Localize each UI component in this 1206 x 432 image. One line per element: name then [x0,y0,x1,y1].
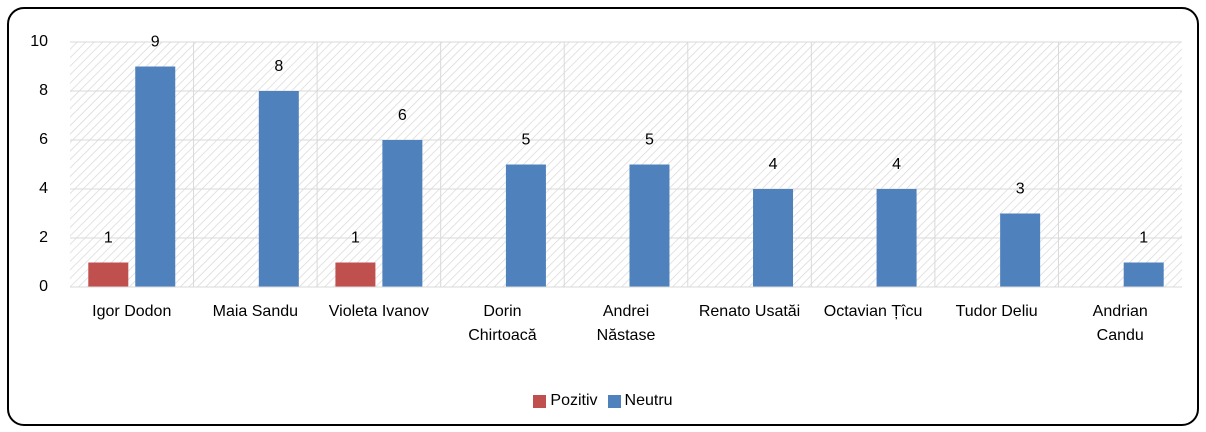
x-tick-label: Dorin Chirtoacă [468,303,537,344]
data-label: 4 [769,156,778,173]
data-label: 1 [104,230,113,247]
x-tick-label: Octavian Țîcu [823,303,923,320]
x-tick-label: Violeta Ivanov [328,303,429,320]
y-tick-label: 8 [39,82,48,99]
data-label: 5 [645,132,654,149]
bar [629,164,670,287]
x-tick-label: Igor Dodon [92,303,172,320]
y-tick-label: 6 [39,131,48,148]
data-label: 9 [151,34,160,51]
bar [753,189,794,287]
legend-label: Neutru [624,392,673,409]
y-tick-label: 10 [30,33,48,50]
x-tick-label: Renato Usatăi [698,303,801,320]
plot-area [70,42,1182,287]
bar [335,262,376,287]
data-label: 8 [274,58,283,75]
bar [258,91,299,287]
y-tick-label: 4 [39,180,48,197]
legend-swatch [533,394,547,408]
bar [382,140,423,287]
x-tick-label: Tudor Deliu [955,303,1038,320]
legend-item: Pozitiv [533,392,598,410]
y-tick-label: 0 [39,278,48,295]
data-label: 4 [892,156,901,173]
data-label: 1 [351,230,360,247]
data-label: 6 [398,107,407,124]
bar [88,262,129,287]
x-tick-label: Andrei Năstase [596,303,656,344]
data-label: 1 [1139,230,1148,247]
legend-item: Neutru [607,392,673,410]
x-tick-label: Maia Sandu [212,303,299,320]
legend-swatch [607,394,621,408]
bar [135,66,176,287]
bar [1123,262,1164,287]
bar [1000,213,1041,287]
data-label: 5 [521,132,530,149]
bar [505,164,546,287]
x-tick-label: Andrian Candu [1092,303,1148,344]
y-tick-label: 2 [39,229,48,246]
data-label: 3 [1016,181,1025,198]
legend-label: Pozitiv [550,392,598,409]
legend: Pozitiv Neutru [0,392,1206,410]
bar [876,189,917,287]
